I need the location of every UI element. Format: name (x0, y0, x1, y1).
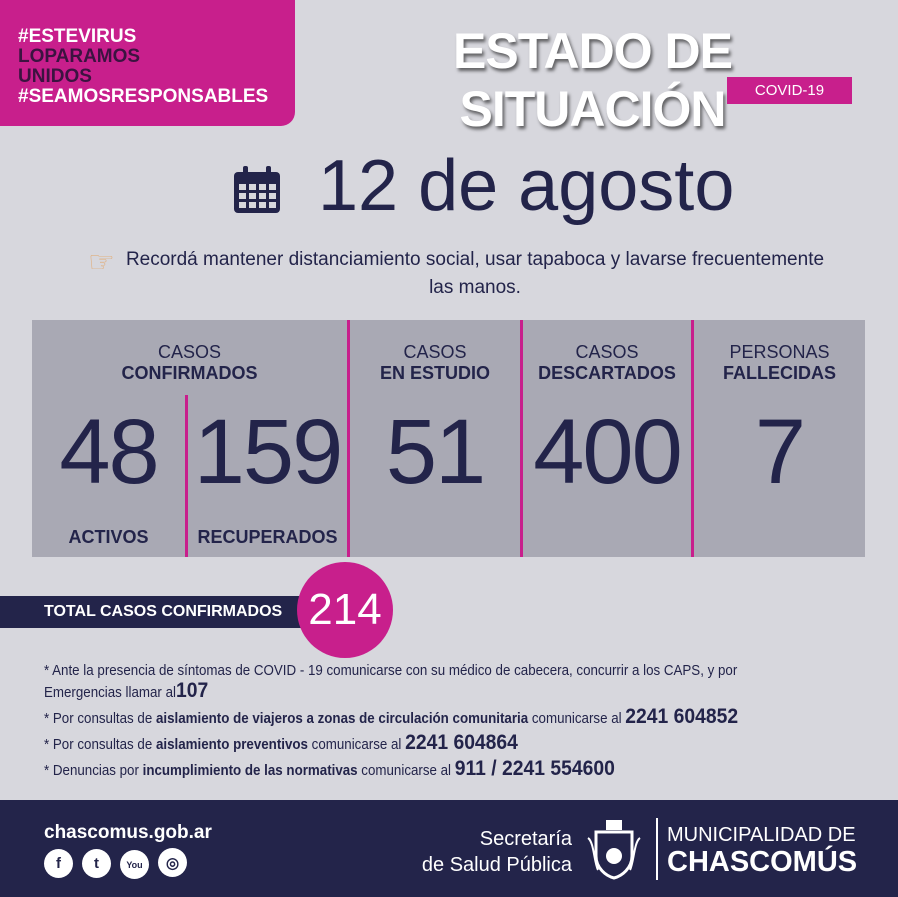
note-item: * Por consultas de aislamiento de viajer… (44, 705, 739, 728)
divider (691, 320, 694, 557)
recovered-label: RECUPERADOS (197, 527, 338, 547)
active-label: ACTIVOS (68, 527, 149, 547)
facebook-icon[interactable]: f (44, 848, 73, 878)
deceased-count: 7 (754, 401, 806, 503)
note-item: * Por consultas de aislamiento preventiv… (44, 731, 518, 754)
secretaria-text: Secretaría de Salud Pública (421, 828, 572, 876)
study-count: 51 (385, 401, 486, 503)
page-title: ESTADO DE SITUACIÓN (453, 23, 733, 137)
divider (656, 818, 658, 880)
total-label: TOTAL CASOS CONFIRMADOS (0, 596, 315, 628)
youtube-icon[interactable]: You (120, 850, 149, 879)
study-header: CASOS EN ESTUDIO (379, 342, 490, 383)
municipality-line2: CHASCOMÚS (667, 846, 858, 878)
instagram-icon[interactable]: ◎ (158, 848, 187, 877)
website-link[interactable]: chascomus.gob.ar (44, 822, 212, 843)
covid-badge: COVID-19 (727, 77, 852, 104)
notes: * Ante la presencia de síntomas de COVID… (44, 662, 808, 785)
hashtag-3: UNIDOS (18, 66, 92, 87)
calendar-icon (234, 166, 280, 213)
crest-logo-icon (587, 820, 641, 880)
note-item: * Ante la presencia de síntomas de COVID… (44, 663, 738, 702)
deceased-header: PERSONAS FALLECIDAS (722, 342, 836, 383)
recovered-count: 159 (193, 401, 344, 503)
hashtag-banner: #ESTEVIRUS LOPARAMOS UNIDOS #SEAMOSRESPO… (0, 0, 295, 126)
divider (347, 320, 350, 557)
twitter-icon[interactable]: t (82, 848, 111, 878)
hashtag-1: #ESTEVIRUS (18, 26, 137, 47)
municipality-line1: MUNICIPALIDAD DE (667, 824, 856, 846)
total-count: 214 (297, 562, 393, 658)
active-count: 48 (59, 401, 159, 503)
note-item: * Denuncias por incumplimiento de las no… (44, 757, 615, 780)
stats-panel: CASOS CONFIRMADOS CASOS EN ESTUDIO CASOS DE… (32, 320, 865, 557)
divider (520, 320, 523, 557)
hashtag-2: LOPARAMOS (18, 46, 141, 67)
confirmed-header: CASOS CONFIRMADOS (121, 342, 258, 383)
report-date: 12 de agosto (318, 146, 735, 226)
footer: chascomus.gob.ar f t You ◎ Secretaría de Sal… (0, 800, 898, 897)
reminder-text: Recordá mantener distanciamiento social,… (125, 249, 825, 298)
discarded-count: 400 (533, 401, 683, 503)
discarded-header: CASOS DESCARTADOS (538, 342, 676, 383)
hashtag-4: #SEAMOSRESPONSABLES (18, 86, 269, 107)
divider (185, 395, 188, 557)
pointing-hand-icon: ☞ (88, 246, 115, 279)
